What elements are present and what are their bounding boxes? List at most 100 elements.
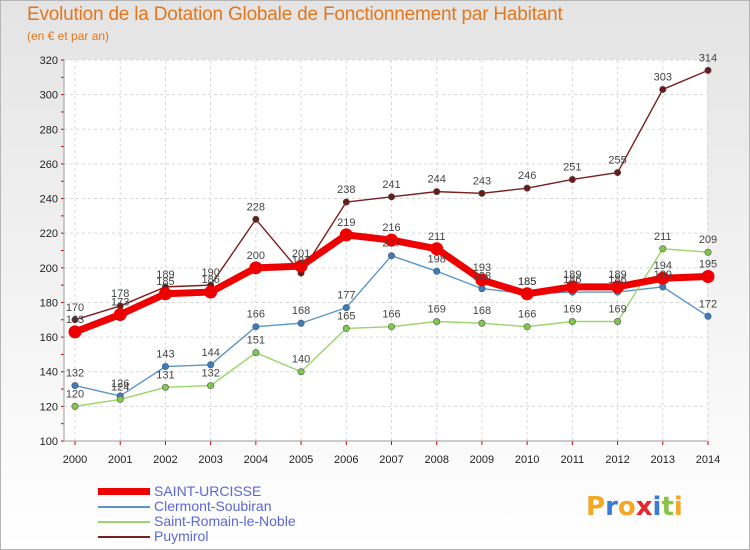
data-point-saint-urcisse bbox=[385, 233, 398, 247]
data-point-clermont-soubiran bbox=[252, 323, 260, 331]
data-point-puymirol bbox=[704, 66, 712, 74]
x-tick-label: 2010 bbox=[515, 454, 539, 466]
data-point-puymirol bbox=[568, 175, 576, 183]
data-label-saint-urcisse: 189 bbox=[563, 269, 581, 281]
data-label-puymirol: 314 bbox=[699, 52, 717, 64]
legend-label: Puymirol bbox=[154, 528, 209, 544]
y-tick-label: 280 bbox=[40, 124, 58, 136]
data-point-saint-romain-le-noble bbox=[523, 323, 531, 331]
proxiti-logo: Proxiti bbox=[586, 492, 683, 522]
legend-swatch bbox=[98, 488, 150, 495]
data-point-saint-urcisse bbox=[656, 271, 670, 285]
data-point-saint-urcisse bbox=[430, 242, 444, 256]
data-label-saint-urcisse: 193 bbox=[473, 262, 491, 274]
data-point-saint-romain-le-noble bbox=[116, 395, 124, 403]
data-point-saint-romain-le-noble bbox=[433, 318, 441, 326]
data-label-saint-romain-le-noble: 211 bbox=[654, 231, 672, 243]
data-point-clermont-soubiran bbox=[71, 382, 79, 390]
data-point-puymirol bbox=[523, 184, 531, 192]
logo-letter: x bbox=[635, 492, 653, 522]
data-label-saint-romain-le-noble: 209 bbox=[699, 234, 717, 246]
data-label-clermont-soubiran: 143 bbox=[156, 349, 174, 361]
y-tick-label: 140 bbox=[40, 367, 58, 379]
data-label-clermont-soubiran: 144 bbox=[201, 347, 219, 359]
legend-label: Saint-Romain-le-Noble bbox=[154, 513, 296, 529]
data-point-saint-urcisse bbox=[204, 285, 218, 299]
data-point-saint-romain-le-noble bbox=[659, 245, 667, 253]
data-point-clermont-soubiran bbox=[342, 304, 350, 312]
data-label-clermont-soubiran: 166 bbox=[247, 309, 265, 321]
data-label-clermont-soubiran: 168 bbox=[292, 305, 310, 317]
data-point-saint-urcisse bbox=[520, 287, 534, 301]
data-point-saint-urcisse bbox=[294, 259, 308, 273]
data-label-saint-romain-le-noble: 165 bbox=[337, 310, 355, 322]
x-tick-label: 2008 bbox=[424, 454, 448, 466]
data-point-saint-urcisse bbox=[68, 325, 82, 339]
data-label-saint-romain-le-noble: 166 bbox=[382, 309, 400, 321]
data-point-saint-romain-le-noble bbox=[568, 318, 576, 326]
logo-letter: r bbox=[605, 492, 618, 522]
data-point-saint-romain-le-noble bbox=[704, 248, 712, 256]
data-label-clermont-soubiran: 185 bbox=[518, 276, 536, 288]
x-tick-label: 2005 bbox=[289, 454, 313, 466]
legend-item-puymirol: Puymirol bbox=[98, 529, 296, 544]
data-point-saint-urcisse bbox=[113, 308, 127, 322]
legend-swatch bbox=[98, 520, 150, 523]
data-label-clermont-soubiran: 126 bbox=[111, 378, 129, 390]
x-tick-label: 2003 bbox=[198, 454, 222, 466]
logo-letter: P bbox=[586, 492, 606, 522]
y-tick-label: 120 bbox=[40, 401, 58, 413]
data-label-saint-romain-le-noble: 169 bbox=[608, 304, 626, 316]
data-point-clermont-soubiran bbox=[704, 312, 712, 320]
x-tick-label: 2013 bbox=[651, 454, 675, 466]
data-label-clermont-soubiran: 207 bbox=[382, 238, 400, 250]
data-label-saint-urcisse: 194 bbox=[654, 260, 672, 272]
data-point-saint-urcisse bbox=[339, 228, 353, 242]
y-tick-label: 100 bbox=[40, 436, 58, 448]
data-point-puymirol bbox=[614, 169, 622, 177]
data-label-saint-urcisse: 216 bbox=[382, 222, 400, 234]
data-label-clermont-soubiran: 188 bbox=[473, 271, 491, 283]
data-point-saint-urcisse bbox=[701, 269, 715, 283]
data-label-puymirol: 178 bbox=[111, 288, 129, 300]
data-label-puymirol: 255 bbox=[608, 155, 626, 167]
data-label-puymirol: 189 bbox=[156, 269, 174, 281]
data-label-saint-romain-le-noble: 120 bbox=[66, 388, 84, 400]
data-point-puymirol bbox=[433, 188, 441, 196]
data-label-saint-romain-le-noble: 132 bbox=[201, 368, 219, 380]
data-point-saint-urcisse bbox=[565, 280, 579, 294]
data-label-saint-urcisse: 211 bbox=[428, 231, 446, 243]
data-point-saint-romain-le-noble bbox=[387, 323, 395, 331]
x-tick-label: 2014 bbox=[696, 454, 720, 466]
legend-item-saint-urcisse: SAINT-URCISSE bbox=[98, 484, 296, 499]
x-tick-label: 2011 bbox=[561, 454, 585, 466]
y-tick-label: 240 bbox=[40, 194, 58, 206]
data-label-saint-urcisse: 201 bbox=[292, 248, 310, 260]
data-point-clermont-soubiran bbox=[297, 319, 305, 327]
x-tick-label: 2000 bbox=[63, 454, 87, 466]
data-label-clermont-soubiran: 186 bbox=[563, 274, 581, 286]
data-label-clermont-soubiran: 172 bbox=[699, 298, 717, 310]
chart-title: Evolution de la Dotation Globale de Fonc… bbox=[27, 4, 563, 25]
data-label-saint-urcisse: 200 bbox=[247, 250, 265, 262]
logo-letter: o bbox=[617, 492, 636, 522]
data-point-saint-romain-le-noble bbox=[342, 324, 350, 332]
data-point-saint-romain-le-noble bbox=[71, 402, 79, 410]
data-point-clermont-soubiran bbox=[387, 252, 395, 260]
data-point-saint-urcisse bbox=[249, 261, 263, 275]
data-point-saint-romain-le-noble bbox=[478, 319, 486, 327]
y-tick-label: 300 bbox=[40, 90, 58, 102]
x-tick-label: 2007 bbox=[379, 454, 403, 466]
y-tick-label: 260 bbox=[40, 159, 58, 171]
y-tick-label: 180 bbox=[40, 297, 58, 309]
data-label-puymirol: 190 bbox=[201, 267, 219, 279]
data-point-puymirol bbox=[342, 198, 350, 206]
y-tick-label: 200 bbox=[40, 263, 58, 275]
data-label-puymirol: 246 bbox=[518, 170, 536, 182]
data-label-clermont-soubiran: 132 bbox=[66, 368, 84, 380]
data-point-puymirol bbox=[252, 215, 260, 223]
data-point-saint-romain-le-noble bbox=[161, 383, 169, 391]
data-point-saint-urcisse bbox=[611, 280, 625, 294]
data-point-saint-romain-le-noble bbox=[252, 349, 260, 357]
